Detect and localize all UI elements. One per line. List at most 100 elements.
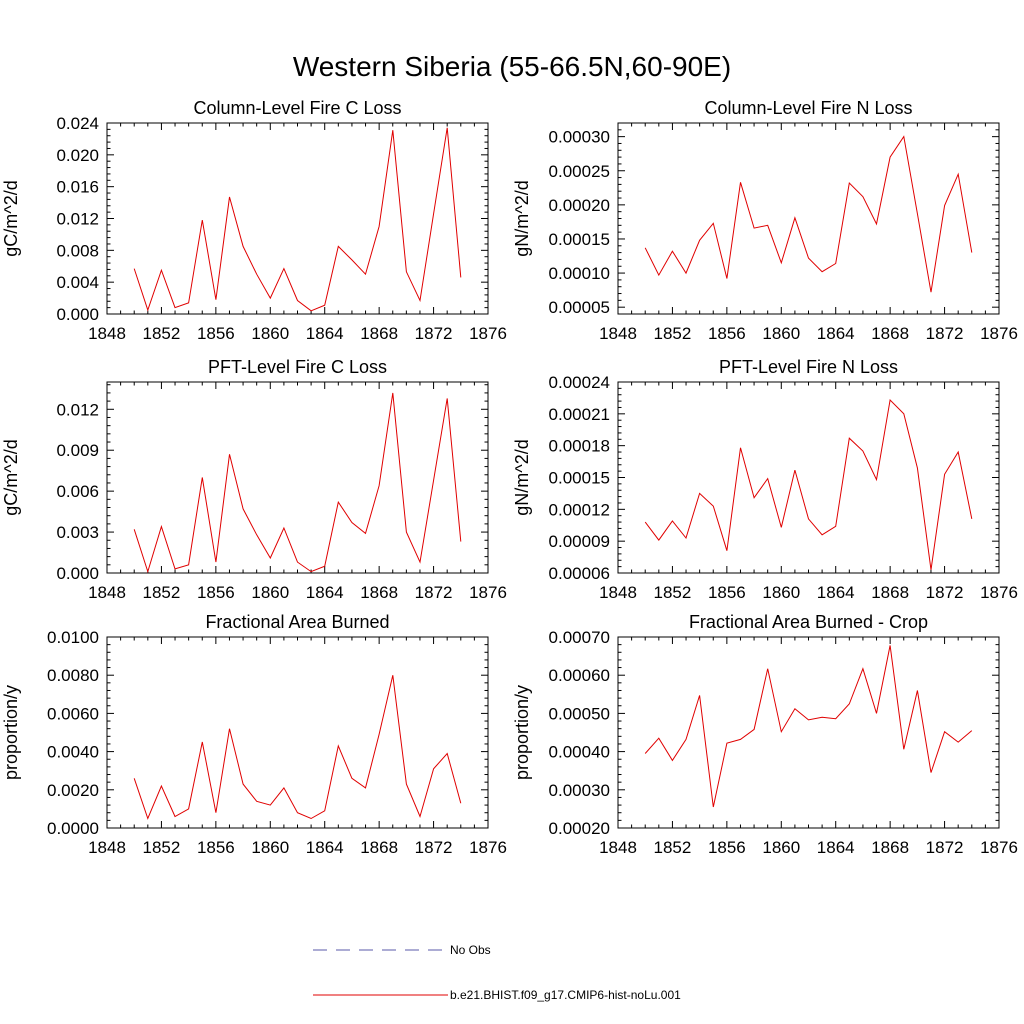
y-axis-label: gC/m^2/d [1,439,21,515]
y-tick-label: 0.00020 [549,196,610,215]
y-tick-label: 0.016 [56,178,99,197]
y-axis-label: proportion/y [512,685,532,780]
series-line [133,392,462,574]
x-tick-label: 1872 [415,324,453,343]
x-tick-label: 1856 [708,324,746,343]
y-tick-label: 0.00070 [549,628,610,647]
x-tick-label: 1860 [251,324,289,343]
x-tick-label: 1864 [817,838,855,857]
x-tick-label: 1872 [926,324,964,343]
chart-panel-6: Fractional Area Burned - Crop proportion/… [512,612,1018,857]
x-tick-label: 1868 [871,583,909,602]
y-tick-label: 0.00021 [549,405,610,424]
x-tick-label: 1868 [360,324,398,343]
x-tick-label: 1876 [469,324,507,343]
panel-title: PFT-Level Fire N Loss [719,357,898,377]
y-tick-label: 0.003 [56,523,99,542]
y-tick-label: 0.00018 [549,437,610,456]
y-tick-label: 0.00050 [549,704,610,723]
y-tick-label: 0.00009 [549,532,610,551]
x-tick-label: 1856 [708,838,746,857]
y-tick-label: 0.00012 [549,500,610,519]
x-tick-label: 1868 [871,838,909,857]
plot-frame [106,636,489,829]
y-tick-label: 0.0100 [47,628,99,647]
y-tick-label: 0.020 [56,146,99,165]
legend-label-model: b.e21.BHIST.f09_g17.CMIP6-hist-noLu.001 [450,988,681,1002]
y-tick-label: 0.004 [56,273,99,292]
x-tick-label: 1864 [817,324,855,343]
x-tick-label: 1860 [762,324,800,343]
y-tick-label: 0.00030 [549,781,610,800]
x-tick-label: 1856 [197,838,235,857]
x-tick-label: 1864 [306,838,344,857]
x-tick-label: 1848 [599,838,637,857]
y-tick-label: 0.0060 [47,704,99,723]
y-axis-label: gN/m^2/d [512,180,532,256]
chart-panel-1: Column-Level Fire C Loss gC/m^2/d 1848 1852… [1,98,507,343]
x-tick-label: 1856 [197,324,235,343]
legend: No Obs b.e21.BHIST.f09_g17.CMIP6-hist-no… [313,943,681,1002]
plot-frame [106,122,489,315]
y-tick-label: 0.00010 [549,264,610,283]
x-tick-label: 1868 [871,324,909,343]
x-tick-label: 1872 [926,838,964,857]
y-tick-label: 0.000 [56,305,99,324]
x-tick-label: 1852 [143,838,181,857]
x-tick-label: 1852 [654,583,692,602]
y-tick-label: 0.009 [56,441,99,460]
x-tick-label: 1848 [88,583,126,602]
y-tick-label: 0.00030 [549,128,610,147]
series-line [644,398,973,570]
y-tick-label: 0.00025 [549,162,610,181]
plot-frame [617,636,1000,829]
x-tick-label: 1872 [926,583,964,602]
chart-panel-3: PFT-Level Fire C Loss gC/m^2/d 1848 1852 185… [1,357,507,602]
y-tick-label: 0.012 [56,400,99,419]
y-tick-label: 0.006 [56,482,99,501]
chart-panel-4: PFT-Level Fire N Loss gN/m^2/d 1848 1852 185… [512,357,1018,602]
plot-frame [617,122,1000,315]
panel-title: Fractional Area Burned - Crop [689,612,928,632]
x-tick-label: 1876 [469,838,507,857]
x-tick-label: 1852 [654,838,692,857]
y-tick-label: 0.00015 [549,469,610,488]
x-tick-label: 1872 [415,583,453,602]
x-tick-label: 1864 [306,583,344,602]
series-line [133,127,462,312]
x-tick-label: 1876 [980,583,1018,602]
panel-title: Fractional Area Burned [205,612,389,632]
y-tick-label: 0.0080 [47,666,99,685]
x-tick-label: 1848 [88,838,126,857]
y-tick-label: 0.00024 [549,373,610,392]
y-tick-label: 0.00005 [549,298,610,317]
x-tick-label: 1860 [251,838,289,857]
y-tick-label: 0.008 [56,241,99,260]
y-tick-label: 0.00040 [549,743,610,762]
x-tick-label: 1868 [360,583,398,602]
panel-title: Column-Level Fire N Loss [704,98,912,118]
x-tick-label: 1856 [708,583,746,602]
series-line [644,135,973,293]
series-line [644,645,973,808]
y-tick-label: 0.00006 [549,564,610,583]
y-tick-label: 0.00060 [549,666,610,685]
x-tick-label: 1864 [306,324,344,343]
panel-title: Column-Level Fire C Loss [193,98,401,118]
x-tick-label: 1860 [762,838,800,857]
x-tick-label: 1864 [817,583,855,602]
x-tick-label: 1852 [143,583,181,602]
y-tick-label: 0.000 [56,564,99,583]
x-tick-label: 1876 [469,583,507,602]
x-tick-label: 1852 [143,324,181,343]
x-tick-label: 1848 [88,324,126,343]
y-tick-label: 0.00015 [549,230,610,249]
chart-panel-2: Column-Level Fire N Loss gN/m^2/d 1848 1852… [512,98,1018,343]
x-tick-label: 1848 [599,324,637,343]
plot-frame [617,381,1000,574]
legend-label-no-obs: No Obs [450,943,491,957]
x-tick-label: 1876 [980,324,1018,343]
series-line [133,675,462,820]
figure-title: Western Siberia (55-66.5N,60-90E) [293,51,731,82]
